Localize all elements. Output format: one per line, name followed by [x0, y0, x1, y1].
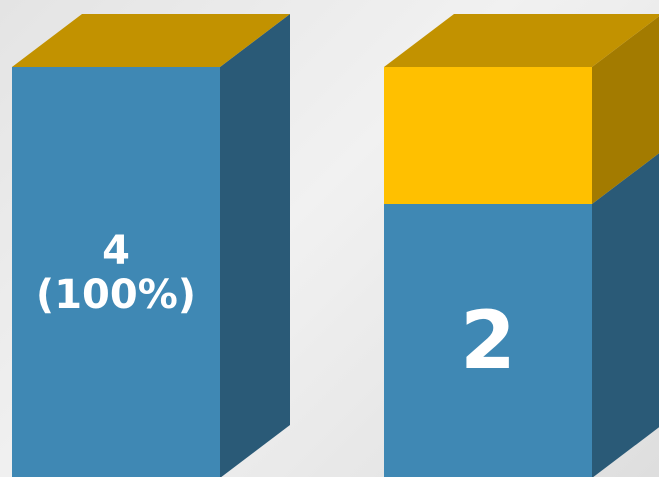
- bar-segment: [12, 67, 220, 477]
- bar-top: [384, 14, 659, 67]
- bar-side: [220, 14, 290, 477]
- value-label: 4 (100%): [35, 227, 197, 318]
- bar-segment: [384, 204, 592, 477]
- value-label: 2: [460, 294, 516, 387]
- bar-side: [592, 16, 659, 204]
- bar-top: [12, 14, 290, 67]
- bar-side: [592, 153, 659, 477]
- bar-segment: [384, 67, 592, 204]
